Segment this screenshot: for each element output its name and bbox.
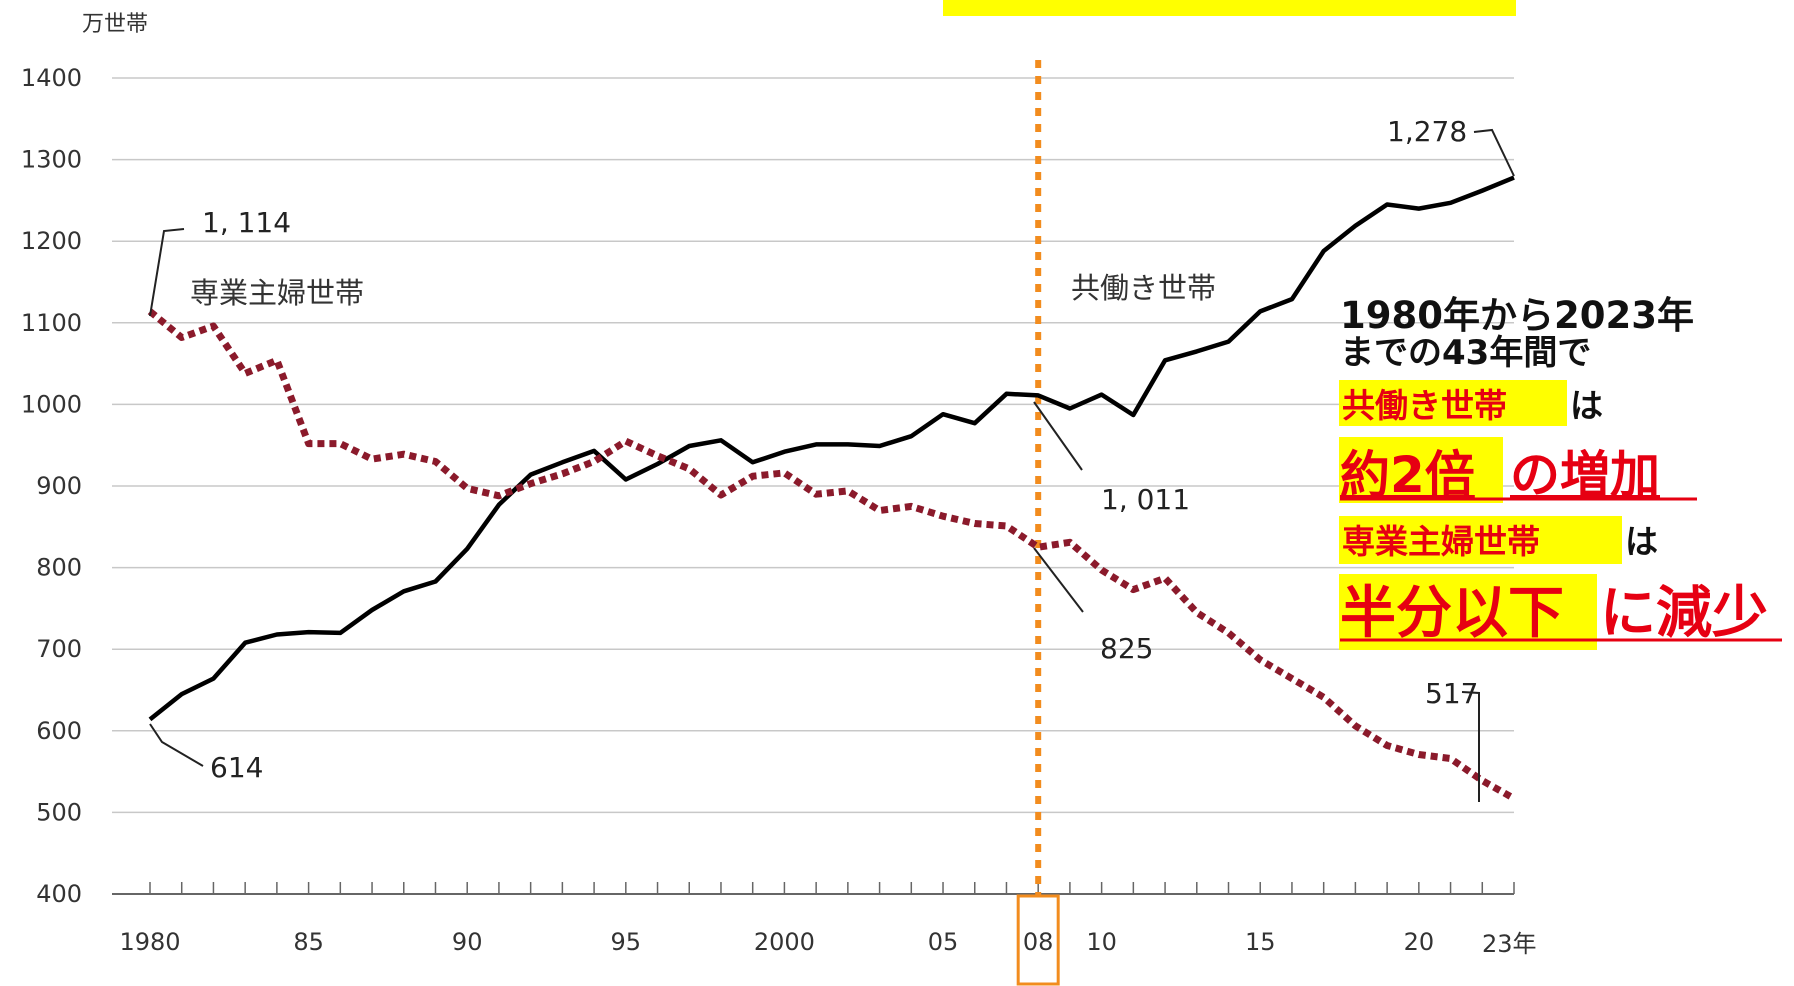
x-tick-label: 15 <box>1245 928 1276 956</box>
leader-housewife-2023 <box>1461 691 1480 802</box>
annotation-dual-income: 共働き世帯 <box>1342 386 1507 425</box>
series-label-dual-income: 共働き世帯 <box>1071 271 1216 305</box>
y-axis: 万世帯 400 500 600 700 800 900 1000 1100 1200 1300 14… <box>21 12 148 908</box>
callout-dual-1980: 614 <box>210 751 263 784</box>
series-label-housewife: 専業主婦世帯 <box>190 276 364 310</box>
annotation-line-1: 1980年から2023年 <box>1340 294 1694 337</box>
leader-dual-2023 <box>1473 128 1515 177</box>
x-tick-label: 95 <box>611 928 642 956</box>
x-axis-end-label: 23年 <box>1482 930 1537 958</box>
heading-highlight <box>943 0 1516 16</box>
annotation-decrease: に減少 <box>1600 581 1768 646</box>
annotation-highlight-3 <box>1339 380 1567 426</box>
leader-dual-2008 <box>1033 401 1083 471</box>
x-tick-label: 08 <box>1023 928 1054 956</box>
y-axis-unit: 万世帯 <box>82 12 148 37</box>
annotation-half: 半分以下 <box>1340 581 1564 646</box>
leader-housewife-1980 <box>149 228 185 317</box>
annotation-double: 約2倍 <box>1340 446 1475 504</box>
callout-housewife-2023: 517 <box>1425 677 1478 710</box>
series-line-housewife <box>147 308 1516 802</box>
y-tick-label: 1000 <box>21 390 82 418</box>
callout-dual-2008: 1, 011 <box>1101 483 1190 516</box>
y-tick-label: 1100 <box>21 309 82 337</box>
x-tick-label: 1980 <box>119 928 180 956</box>
annotation-increase: の増加 <box>1510 446 1660 504</box>
callout-leader-lines <box>149 128 1515 802</box>
series-lines <box>147 175 1516 802</box>
annotation-highlight-5 <box>1339 516 1622 564</box>
y-tick-label: 500 <box>36 798 82 826</box>
y-tick-label: 1200 <box>21 227 82 255</box>
y-tick-label: 800 <box>36 554 82 582</box>
x-tick-label: 20 <box>1404 928 1435 956</box>
callout-housewife-2008: 825 <box>1100 632 1153 665</box>
y-tick-label: 1300 <box>21 146 82 174</box>
y-tick-label: 400 <box>36 880 82 908</box>
leader-housewife-2008 <box>1033 547 1084 613</box>
annotation-block: 1980年から2023年 までの43年間で 共働き世帯 は 約2倍 の増加 専業… <box>1339 294 1782 650</box>
callout-housewife-1980: 1, 114 <box>202 206 291 239</box>
y-tick-label: 600 <box>36 717 82 745</box>
x-axis: 23年 1980 85 90 95 2000 05 08 10 15 20 <box>119 882 1537 958</box>
annotation-highlight-6 <box>1339 574 1597 650</box>
series-line-dual-income <box>148 175 1515 722</box>
x-tick-label: 90 <box>452 928 483 956</box>
grid <box>112 77 1514 895</box>
y-tick-label: 900 <box>36 472 82 500</box>
y-tick-label: 1400 <box>21 64 82 92</box>
annotation-highlight-4 <box>1339 437 1503 503</box>
leader-dual-1980 <box>149 723 204 767</box>
x-tick-label: 2000 <box>754 928 815 956</box>
y-tick-label: 700 <box>36 635 82 663</box>
x-tick-label: 10 <box>1086 928 1117 956</box>
annotation-line-5-suffix: は <box>1625 522 1658 561</box>
annotation-housewife: 専業主婦世帯 <box>1342 522 1540 561</box>
annotation-line-3-suffix: は <box>1570 386 1603 425</box>
annotation-line-2: までの43年間で <box>1340 333 1591 373</box>
x-tick-label: 85 <box>293 928 324 956</box>
callout-dual-2023: 1,278 <box>1387 115 1467 148</box>
x-tick-label: 05 <box>928 928 959 956</box>
highlight-year-box <box>1016 894 1060 986</box>
